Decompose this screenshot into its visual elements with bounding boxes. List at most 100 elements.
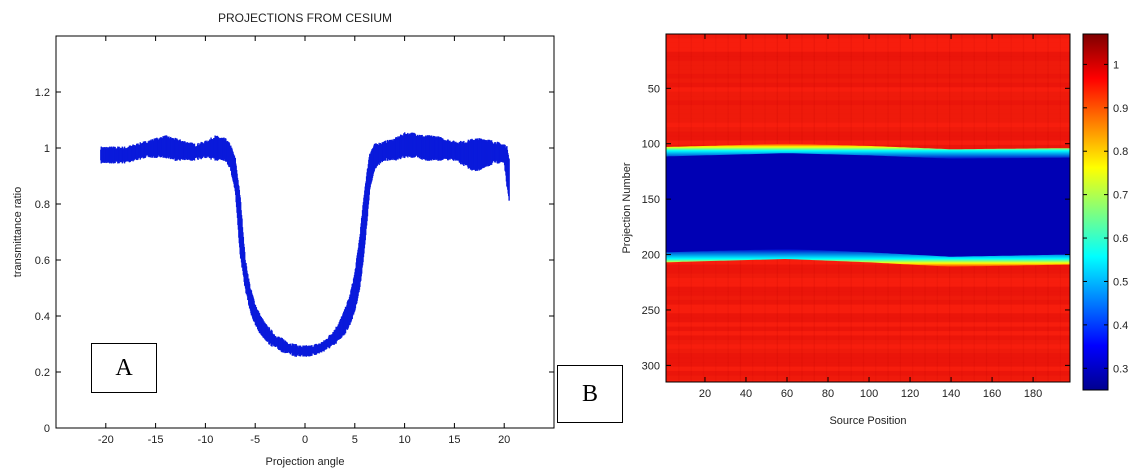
x-tick-label: -15 — [148, 434, 164, 446]
heatmap-row — [666, 308, 1070, 314]
heatmap-x-tick-label: 40 — [740, 388, 752, 400]
heatmap-x-tick-label: 20 — [699, 388, 711, 400]
y-tick-label: 0.2 — [35, 367, 50, 379]
heatmap-row — [666, 109, 1070, 115]
heatmap-row — [666, 313, 1070, 319]
band-upper-edge — [666, 143, 1070, 160]
heatmap-row — [666, 122, 1070, 128]
band-lower-edge — [666, 249, 1070, 267]
heatmap-row — [666, 38, 1070, 44]
panel-label-a: A — [91, 343, 157, 393]
x-tick-label: 10 — [398, 434, 410, 446]
heatmap-row — [666, 100, 1070, 106]
heatmap-row — [666, 91, 1070, 97]
heatmap-row — [666, 268, 1070, 274]
heatmap-y-tick-label: 50 — [648, 83, 660, 95]
heatmap-row — [666, 118, 1070, 124]
heatmap: 20 40 60 80 100 120 140 160 180 50 100 150 200 250 300… — [621, 33, 1128, 427]
heatmap-row — [666, 34, 1070, 39]
heatmap-row — [666, 277, 1070, 283]
x-tick-label: 0 — [302, 434, 308, 446]
heatmap-row — [666, 331, 1070, 336]
heatmap-row — [666, 317, 1070, 323]
heatmap-row — [666, 335, 1070, 341]
heatmap-row — [666, 273, 1070, 279]
heatmap-row — [666, 60, 1070, 66]
heatmap-row — [666, 113, 1070, 119]
heatmap-row — [666, 375, 1070, 381]
heatmap-row — [666, 370, 1070, 376]
x-tick-label: -5 — [250, 434, 260, 446]
colorbar-tick-label: 0.8 — [1113, 146, 1128, 158]
colorbar-tick-label: 0.4 — [1113, 320, 1128, 332]
y-tick-label: 0.6 — [35, 255, 50, 267]
heatmap-row — [666, 379, 1070, 382]
heatmap-y-tick-label: 250 — [642, 305, 660, 317]
y-axis-label: transmittance ratio — [12, 187, 24, 277]
heatmap-row — [666, 304, 1070, 310]
heatmap-x-tick-label: 120 — [901, 388, 919, 400]
y-tick-label: 0.4 — [35, 311, 50, 323]
colorbar-tick-label: 0.9 — [1113, 103, 1128, 115]
low-transmittance-band — [666, 153, 1070, 258]
colorbar-tick-label: 0.3 — [1113, 363, 1128, 375]
x-tick-label: -20 — [98, 434, 114, 446]
heatmap-y-tick-label: 100 — [642, 139, 660, 151]
data-point — [508, 159, 510, 201]
heatmap-row — [666, 295, 1070, 301]
heatmap-row — [666, 56, 1070, 62]
heatmap-row — [666, 73, 1070, 79]
heatmap-y-tick-label: 150 — [642, 194, 660, 206]
heatmap-y-tick-label: 300 — [642, 360, 660, 372]
heatmap-row — [666, 87, 1070, 93]
y-tick-label: 0 — [44, 423, 50, 435]
heatmap-row — [666, 326, 1070, 332]
y-tick-label: 0.8 — [35, 199, 50, 211]
heatmap-row — [666, 47, 1070, 53]
x-tick-label: 20 — [498, 434, 510, 446]
heatmap-x-tick-label: 60 — [781, 388, 793, 400]
heatmap-axis-ticks: 20 40 60 80 100 120 140 160 180 50 100 150 200 250 300 — [642, 34, 1070, 400]
scatter-plot: PROJECTIONS FROM CESIUM -20 -15 -10 -5 0 5 10 1… — [12, 11, 555, 468]
heatmap-row — [666, 104, 1070, 110]
heatmap-image — [666, 34, 1070, 382]
heatmap-row — [666, 131, 1070, 137]
x-tick-label: -10 — [197, 434, 213, 446]
heatmap-x-tick-label: 180 — [1024, 388, 1042, 400]
heatmap-row — [666, 127, 1070, 133]
heatmap-row — [666, 366, 1070, 372]
colorbar-tick-label: 0.6 — [1113, 233, 1128, 245]
heatmap-row — [666, 51, 1070, 57]
heatmap-row — [666, 78, 1070, 84]
heatmap-row — [666, 291, 1070, 297]
colorbar — [1082, 33, 1109, 391]
heatmap-x-tick-label: 100 — [860, 388, 878, 400]
heatmap-y-axis-label: Projection Number — [621, 162, 633, 253]
heatmap-row — [666, 344, 1070, 350]
heatmap-row — [666, 353, 1070, 359]
chart-title: PROJECTIONS FROM CESIUM — [218, 11, 392, 25]
heatmap-x-tick-label: 80 — [822, 388, 834, 400]
heatmap-row — [666, 42, 1070, 48]
heatmap-row — [666, 82, 1070, 88]
heatmap-row — [666, 260, 1070, 266]
heatmap-row — [666, 65, 1070, 70]
heatmap-row — [666, 96, 1070, 101]
colorbar-tick-label: 1 — [1113, 59, 1119, 71]
x-tick-label: 5 — [352, 434, 358, 446]
y-tick-label: 1.2 — [35, 87, 50, 99]
heatmap-row — [666, 339, 1070, 345]
x-axis-label: Projection angle — [266, 456, 345, 468]
colorbar-tick-label: 0.5 — [1113, 276, 1128, 288]
panel-label-b: B — [557, 365, 623, 423]
heatmap-row — [666, 357, 1070, 363]
heatmap-row — [666, 282, 1070, 288]
heatmap-row — [666, 299, 1070, 305]
heatmap-row — [666, 135, 1070, 141]
heatmap-row — [666, 362, 1070, 367]
heatmap-row — [666, 286, 1070, 292]
y-tick-label: 1 — [44, 143, 50, 155]
colorbar-tick-label: 0.7 — [1113, 190, 1128, 202]
heatmap-row — [666, 322, 1070, 328]
